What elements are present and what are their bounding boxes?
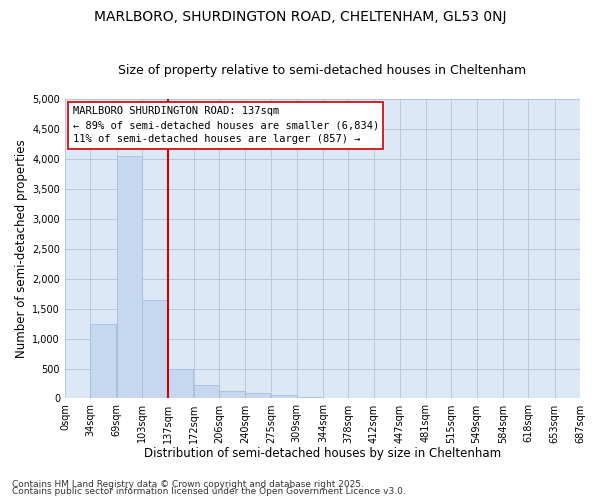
Bar	[91, 324, 116, 398]
Text: Contains HM Land Registry data © Crown copyright and database right 2025.: Contains HM Land Registry data © Crown c…	[12, 480, 364, 489]
Y-axis label: Number of semi-detached properties: Number of semi-detached properties	[15, 140, 28, 358]
Bar	[142, 300, 167, 398]
X-axis label: Distribution of semi-detached houses by size in Cheltenham: Distribution of semi-detached houses by …	[144, 447, 501, 460]
Bar	[194, 384, 220, 398]
Title: Size of property relative to semi-detached houses in Cheltenham: Size of property relative to semi-detach…	[118, 64, 527, 77]
Text: MARLBORO, SHURDINGTON ROAD, CHELTENHAM, GL53 0NJ: MARLBORO, SHURDINGTON ROAD, CHELTENHAM, …	[94, 10, 506, 24]
Text: Contains public sector information licensed under the Open Government Licence v3: Contains public sector information licen…	[12, 487, 406, 496]
Bar	[167, 368, 193, 398]
Text: MARLBORO SHURDINGTON ROAD: 137sqm
← 89% of semi-detached houses are smaller (6,8: MARLBORO SHURDINGTON ROAD: 137sqm ← 89% …	[73, 106, 379, 144]
Bar	[271, 396, 296, 398]
Bar	[245, 393, 271, 398]
Bar	[220, 390, 245, 398]
Bar	[116, 156, 142, 398]
